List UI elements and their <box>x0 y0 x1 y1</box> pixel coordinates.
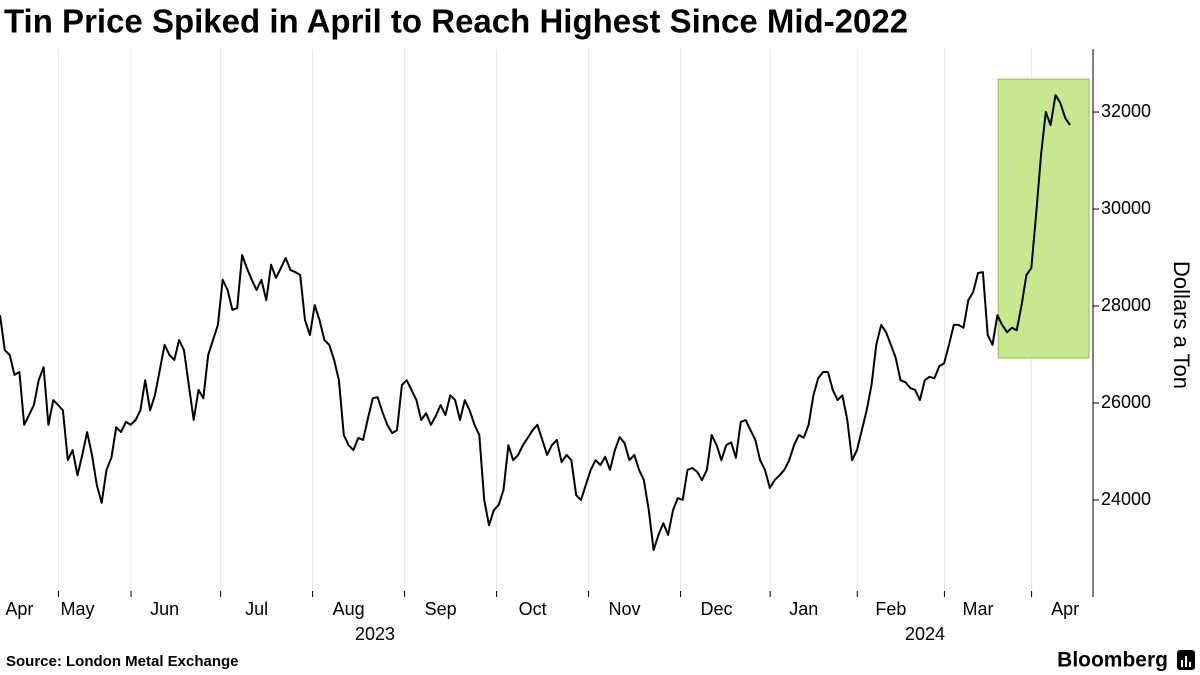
x-tick-label: May <box>60 599 94 619</box>
x-tick-label: Jul <box>245 599 268 619</box>
x-tick-label: Feb <box>875 599 906 619</box>
x-tick-label: Apr <box>5 599 33 619</box>
x-tick-label: Nov <box>609 599 641 619</box>
y-tick-label: 28000 <box>1101 295 1151 315</box>
x-tick-label: Jun <box>150 599 179 619</box>
x-tick-label: Aug <box>333 599 365 619</box>
y-axis-label: Dollars a Ton <box>1169 261 1194 389</box>
y-tick-label: 30000 <box>1101 198 1151 218</box>
price-line <box>0 94 1071 551</box>
x-tick-label: Apr <box>1051 599 1079 619</box>
brand-logo: Bloomberg <box>1057 649 1168 672</box>
brand-icon-bar <box>1185 656 1187 667</box>
y-tick-label: 24000 <box>1101 489 1151 509</box>
x-tick-label: Jan <box>789 599 818 619</box>
x-tick-label: Dec <box>701 599 733 619</box>
chart-title: Tin Price Spiked in April to Reach Highe… <box>4 3 908 40</box>
highlight-box <box>997 78 1090 359</box>
year-label: 2024 <box>905 624 945 644</box>
brand-icon-bar <box>1181 660 1183 667</box>
brand-icon-bar <box>1189 662 1191 667</box>
year-label: 2023 <box>355 624 395 644</box>
source-note: Source: London Metal Exchange <box>6 653 239 670</box>
y-tick-label: 32000 <box>1101 101 1151 121</box>
x-tick-label: Mar <box>963 599 994 619</box>
x-tick-label: Sep <box>425 599 457 619</box>
x-tick-label: Oct <box>519 599 547 619</box>
y-tick-label: 26000 <box>1101 392 1151 412</box>
